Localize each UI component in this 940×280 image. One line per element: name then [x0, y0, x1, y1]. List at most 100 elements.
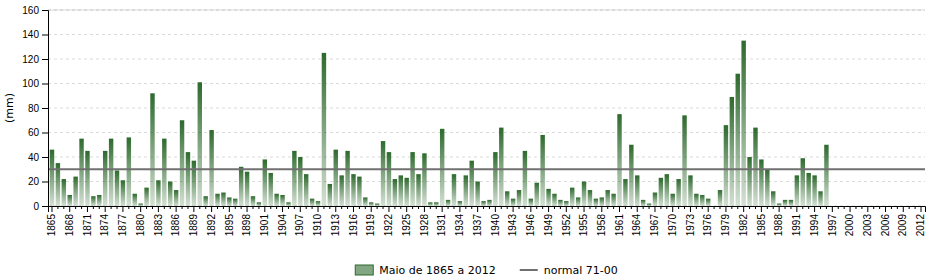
- tick-label: 140: [22, 29, 39, 40]
- tick-mark: [524, 206, 525, 209]
- tick: [412, 206, 413, 209]
- tick-label: 100: [22, 78, 39, 89]
- bar: [481, 201, 485, 206]
- tick-label: 1958: [596, 214, 607, 237]
- tick-label: 1883: [153, 214, 164, 237]
- tick-mark: [42, 35, 48, 36]
- grid-line: [48, 59, 925, 60]
- tick: 1892: [206, 206, 217, 236]
- bar: [487, 200, 491, 206]
- tick-label: 1952: [561, 214, 572, 237]
- bar: [245, 172, 249, 206]
- tick-mark: [111, 206, 112, 209]
- legend-label: Maio de 1865 a 2012: [379, 264, 495, 277]
- tick: [465, 206, 466, 209]
- tick-mark: [578, 206, 579, 209]
- tick: [453, 206, 454, 209]
- tick-mark: [383, 206, 384, 209]
- bar: [676, 179, 680, 206]
- tick: 1913: [330, 206, 341, 236]
- bar: [233, 199, 237, 206]
- tick-mark: [649, 206, 650, 209]
- bar: [91, 196, 95, 206]
- tick-mark: [654, 206, 655, 212]
- tick-mark: [779, 206, 780, 212]
- tick: [306, 206, 307, 209]
- bar: [824, 145, 828, 206]
- axis-line: [42, 11, 49, 207]
- bar: [298, 157, 302, 206]
- x-axis: 1865186818711874187718801883188618891892…: [46, 206, 926, 236]
- tick: 1943: [507, 206, 518, 236]
- tick: 100: [22, 78, 48, 89]
- bar: [316, 201, 320, 206]
- tick-mark: [684, 206, 685, 209]
- tick: [501, 206, 502, 209]
- tick-label: 1949: [543, 214, 554, 237]
- bar: [369, 202, 373, 206]
- tick-label: 1892: [206, 214, 217, 237]
- bar: [328, 184, 332, 206]
- tick-label: 1970: [667, 214, 678, 237]
- tick-mark: [613, 206, 614, 209]
- bar: [523, 151, 527, 206]
- tick: [666, 206, 667, 209]
- tick-label: 1994: [809, 214, 820, 237]
- bar: [712, 206, 716, 207]
- bar: [399, 175, 403, 206]
- bar: [706, 199, 710, 206]
- tick: [312, 206, 313, 209]
- tick: [93, 206, 94, 209]
- tick: 1925: [401, 206, 412, 236]
- tick: [276, 206, 277, 209]
- tick-mark: [247, 206, 248, 212]
- tick: [785, 206, 786, 209]
- tick: [258, 206, 259, 209]
- tick: [365, 206, 366, 209]
- bar: [322, 53, 326, 206]
- tick-label: 1886: [170, 214, 181, 237]
- tick-mark: [99, 206, 100, 209]
- bar: [718, 190, 722, 206]
- tick: 1961: [614, 206, 625, 236]
- bar: [688, 175, 692, 206]
- tick-label: 1889: [188, 214, 199, 237]
- bar: [209, 130, 213, 206]
- bar: [529, 199, 533, 206]
- bar: [251, 196, 255, 206]
- tick: [270, 206, 271, 209]
- bar: [434, 202, 438, 206]
- tick: [117, 206, 118, 209]
- tick-mark: [235, 206, 236, 209]
- tick-mark: [785, 206, 786, 209]
- bar: [198, 82, 202, 206]
- tick: [578, 206, 579, 209]
- tick-mark: [530, 206, 531, 212]
- tick-mark: [353, 206, 354, 212]
- grid-line: [48, 108, 925, 109]
- bar: [611, 194, 615, 206]
- tick-mark: [329, 206, 330, 209]
- tick: [855, 206, 856, 209]
- tick: [826, 206, 827, 209]
- bar: [310, 199, 314, 206]
- bar: [753, 128, 757, 206]
- tick-mark: [790, 206, 791, 209]
- tick: [294, 206, 295, 209]
- tick-mark: [294, 206, 295, 209]
- tick-mark: [749, 206, 750, 209]
- bar: [186, 152, 190, 206]
- tick-mark: [75, 206, 76, 209]
- tick-mark: [436, 206, 437, 209]
- tick: 1940: [490, 206, 501, 236]
- tick-mark: [737, 206, 738, 209]
- tick: 160: [22, 5, 48, 16]
- tick-label: 1997: [827, 214, 838, 237]
- tick-mark: [282, 206, 283, 212]
- tick: [589, 206, 590, 209]
- bar: [416, 174, 420, 206]
- tick-mark: [406, 206, 407, 212]
- tick: 1880: [135, 206, 146, 236]
- tick-label: 1877: [117, 214, 128, 237]
- tick-mark: [377, 206, 378, 209]
